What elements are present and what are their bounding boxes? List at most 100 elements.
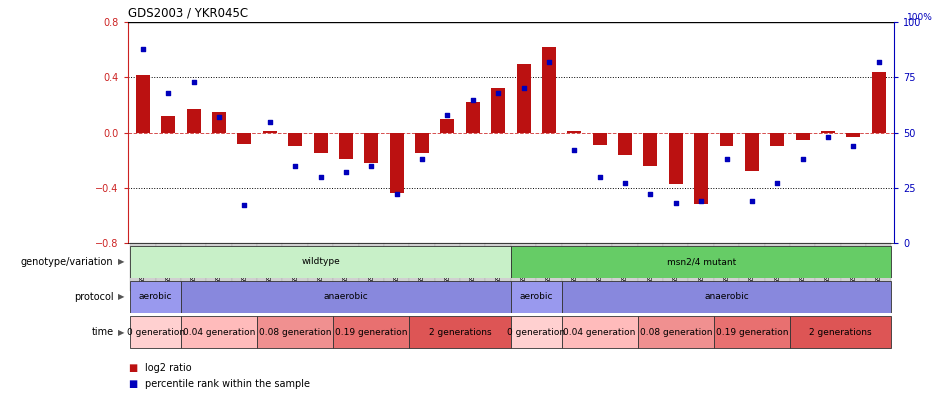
Point	[465, 96, 481, 103]
Point	[236, 202, 252, 209]
Bar	[815, 243, 841, 291]
Bar	[441, 119, 454, 133]
Bar	[263, 131, 277, 133]
Point	[871, 59, 886, 65]
Bar	[847, 133, 860, 137]
Bar	[821, 131, 835, 133]
Text: time: time	[92, 327, 114, 337]
Bar	[131, 281, 181, 313]
Bar	[212, 112, 226, 133]
Bar	[491, 89, 505, 133]
Text: percentile rank within the sample: percentile rank within the sample	[145, 379, 309, 389]
Bar	[568, 131, 581, 133]
Bar	[542, 47, 556, 133]
Point	[846, 143, 861, 149]
Point	[262, 118, 277, 125]
Text: 100%: 100%	[907, 13, 933, 22]
Bar	[131, 246, 511, 277]
Point	[668, 200, 683, 207]
Point	[491, 90, 506, 96]
Bar	[257, 316, 333, 348]
Text: ■: ■	[128, 363, 137, 373]
Text: aerobic: aerobic	[519, 292, 553, 301]
Point	[339, 169, 354, 176]
Bar	[131, 243, 156, 291]
Point	[363, 162, 378, 169]
Text: genotype/variation: genotype/variation	[21, 257, 114, 266]
Bar	[872, 72, 885, 133]
Point	[820, 134, 835, 140]
Text: ▶: ▶	[118, 328, 125, 337]
Bar	[592, 133, 606, 145]
Text: ▶: ▶	[118, 257, 125, 266]
Bar	[720, 133, 733, 147]
Bar	[485, 243, 511, 291]
Bar	[390, 133, 404, 193]
Text: aerobic: aerobic	[139, 292, 172, 301]
Bar	[156, 243, 181, 291]
Bar	[410, 316, 511, 348]
Bar	[333, 316, 410, 348]
Bar	[410, 243, 435, 291]
Bar	[745, 133, 759, 171]
Bar	[465, 102, 480, 133]
Point	[161, 90, 176, 96]
Point	[618, 180, 633, 187]
Bar	[638, 316, 714, 348]
Text: 0 generation: 0 generation	[507, 328, 566, 337]
Text: ▶: ▶	[118, 292, 125, 301]
Bar	[307, 243, 333, 291]
Point	[795, 156, 810, 162]
Bar	[562, 316, 638, 348]
Text: 2 generations: 2 generations	[810, 328, 872, 337]
Bar	[359, 243, 384, 291]
Bar	[257, 243, 283, 291]
Bar	[739, 243, 764, 291]
Bar	[364, 133, 378, 163]
Bar	[638, 243, 663, 291]
Bar	[206, 243, 232, 291]
Text: 0.19 generation: 0.19 generation	[715, 328, 788, 337]
Point	[212, 114, 227, 120]
Bar	[237, 133, 252, 144]
Text: msn2/4 mutant: msn2/4 mutant	[667, 257, 736, 266]
Text: 0.19 generation: 0.19 generation	[335, 328, 408, 337]
Point	[643, 191, 658, 198]
Bar	[415, 133, 429, 153]
Point	[135, 45, 150, 52]
Text: GDS2003 / YKR045C: GDS2003 / YKR045C	[128, 7, 248, 20]
Bar	[181, 316, 257, 348]
Bar	[689, 243, 714, 291]
Bar	[384, 243, 410, 291]
Point	[516, 85, 531, 92]
Bar	[714, 316, 790, 348]
Bar	[714, 243, 739, 291]
Bar	[790, 316, 891, 348]
Bar	[131, 316, 181, 348]
Text: wildtype: wildtype	[301, 257, 340, 266]
Bar	[669, 133, 683, 184]
Point	[313, 173, 328, 180]
Text: log2 ratio: log2 ratio	[145, 363, 191, 373]
Bar	[612, 243, 638, 291]
Bar	[511, 281, 562, 313]
Text: anaerobic: anaerobic	[704, 292, 749, 301]
Point	[288, 162, 303, 169]
Bar	[694, 133, 709, 205]
Bar	[562, 281, 891, 313]
Bar	[618, 133, 632, 155]
Bar	[289, 133, 302, 147]
Bar	[186, 109, 201, 133]
Bar	[536, 243, 562, 291]
Bar	[283, 243, 307, 291]
Bar	[460, 243, 485, 291]
Bar	[866, 243, 891, 291]
Bar	[181, 243, 206, 291]
Text: 0.08 generation: 0.08 generation	[639, 328, 712, 337]
Bar	[435, 243, 460, 291]
Bar	[333, 243, 359, 291]
Bar	[181, 281, 511, 313]
Text: 0.04 generation: 0.04 generation	[183, 328, 255, 337]
Bar	[643, 133, 657, 166]
Bar	[511, 246, 891, 277]
